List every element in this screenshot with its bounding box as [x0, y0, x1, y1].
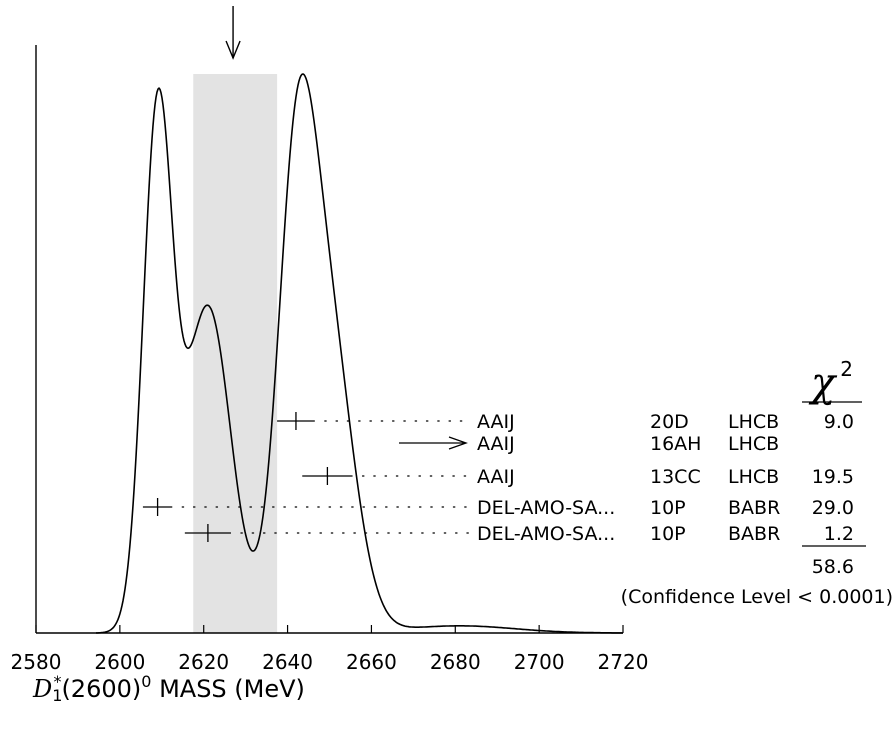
measurements: AAIJ 20D LHCB 9.0 AAIJ 16AH LHCB AAIJ 13CC LHCB 19…	[142, 411, 854, 545]
x-tick-label-4: 2660	[346, 650, 397, 674]
measurement-tecn: LHCB	[728, 433, 779, 455]
measurement-year: 16AH	[650, 433, 701, 455]
x-axis-label: D1*(2600)0 MASS (MeV)	[33, 672, 305, 705]
measurement-row: AAIJ 13CC LHCB 19.5	[302, 466, 854, 488]
measurement-chi2: 9.0	[824, 411, 854, 433]
measurement-author: AAIJ	[477, 411, 515, 433]
measurement-tecn: LHCB	[728, 466, 779, 488]
x-axis-label-suffix: MASS (MeV)	[151, 675, 305, 703]
x-axis-label-symbol: D	[33, 675, 53, 703]
measurement-row: DEL-AMO-SA... 10P BABR 29.0	[142, 497, 854, 519]
measurement-row: DEL-AMO-SA... 10P BABR 1.2	[184, 523, 854, 545]
confidence-level: (Confidence Level < 0.0001)	[621, 586, 893, 608]
measurement-author: AAIJ	[477, 466, 515, 488]
measurement-year: 10P	[650, 497, 686, 519]
measurement-year: 10P	[650, 523, 686, 545]
x-tick-label-3: 2640	[262, 650, 313, 674]
chi2-header: χ 2	[808, 357, 853, 406]
ideogram-curve	[96, 73, 623, 634]
measurement-author: DEL-AMO-SA...	[477, 523, 615, 545]
x-ticks: 2580 2600 2620 2640 2660 2680 2700 2720	[11, 625, 649, 674]
average-arrow-icon	[225, 6, 241, 60]
measurement-tecn: LHCB	[728, 411, 779, 433]
measurement-tecn: BABR	[728, 523, 780, 545]
chi2-exponent: 2	[840, 357, 853, 381]
x-axis-label-superscript: 0	[141, 672, 152, 691]
arrow-head	[225, 40, 241, 60]
x-tick-label-5: 2680	[430, 650, 481, 674]
measurement-year: 13CC	[650, 466, 701, 488]
x-axis-label-star: *	[53, 672, 62, 691]
x-tick-label-6: 2700	[514, 650, 565, 674]
x-tick-label-7: 2720	[598, 650, 649, 674]
x-axis-label-state: (2600)	[61, 675, 142, 703]
measurement-chi2: 29.0	[812, 497, 854, 519]
x-tick-label-2: 2620	[178, 650, 229, 674]
average-band	[193, 74, 278, 633]
chi2-total: 58.6	[812, 556, 854, 578]
measurement-row: AAIJ 16AH LHCB	[399, 433, 779, 455]
unused-arrow-head	[448, 436, 468, 450]
chi2-symbol: χ	[808, 360, 838, 406]
measurement-chi2: 1.2	[824, 523, 854, 545]
x-axis-label-subscript: 1	[52, 686, 63, 705]
x-tick-label-1: 2600	[94, 650, 145, 674]
measurement-author: AAIJ	[477, 433, 515, 455]
measurement-chi2: 19.5	[812, 466, 854, 488]
measurement-year: 20D	[650, 411, 689, 433]
measurement-author: DEL-AMO-SA...	[477, 497, 615, 519]
x-tick-label-0: 2580	[11, 650, 62, 674]
measurement-row: AAIJ 20D LHCB 9.0	[277, 411, 854, 433]
measurement-tecn: BABR	[728, 497, 780, 519]
